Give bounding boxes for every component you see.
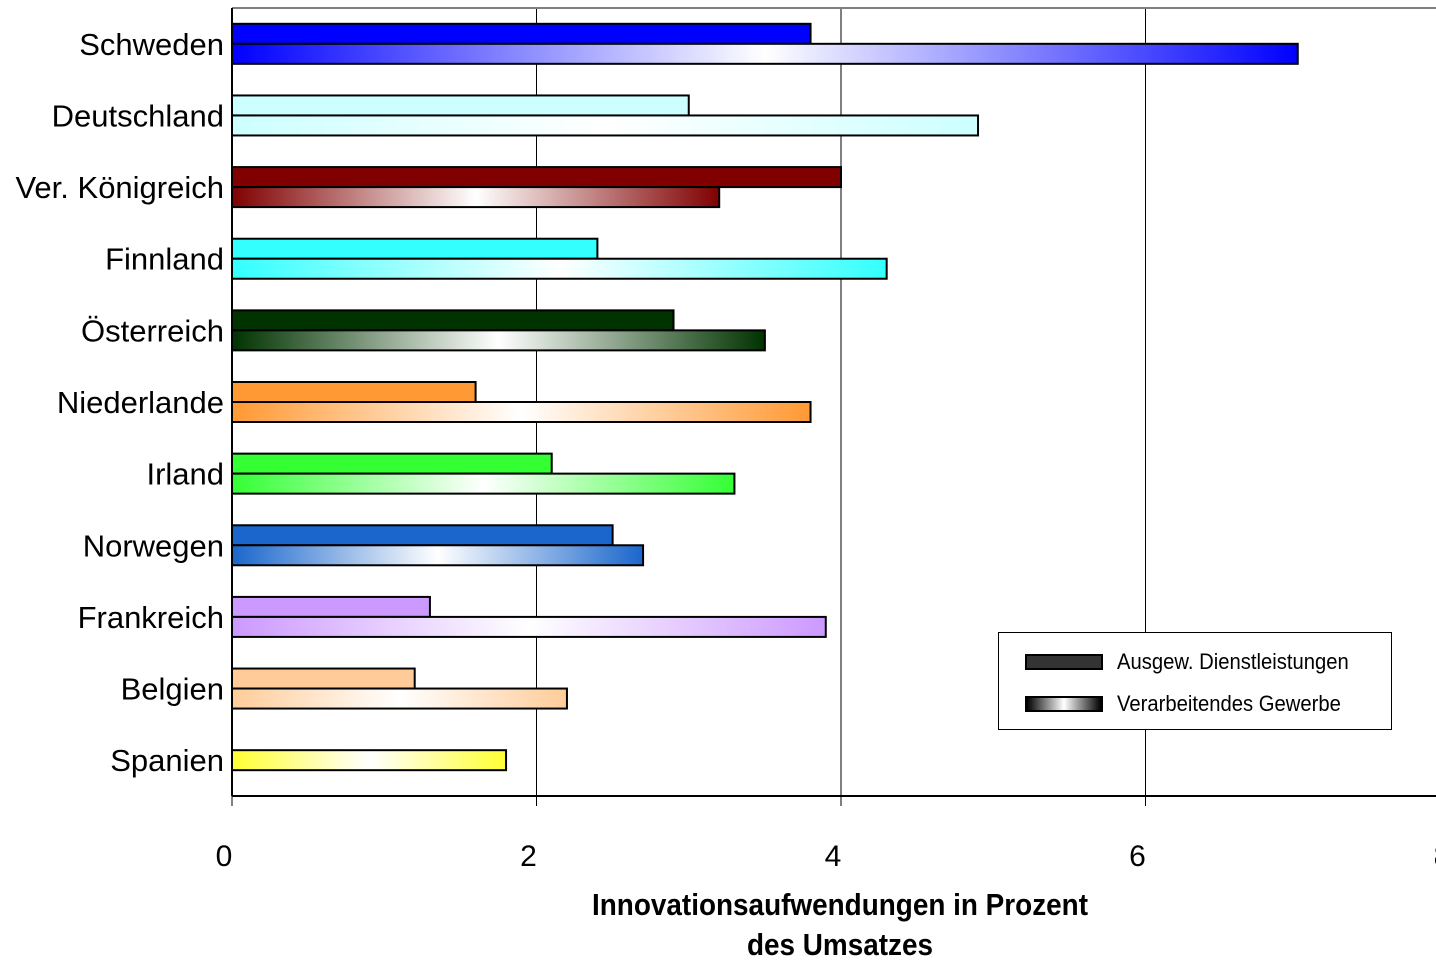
legend-item-services: Ausgew. Dienstleistungen <box>1025 647 1369 677</box>
bar-services <box>231 94 690 117</box>
x-tick-labels: 0 2 4 6 8 <box>216 840 1436 873</box>
bar-manufacturing <box>231 544 645 567</box>
legend-swatch-services <box>1025 654 1103 670</box>
x-tick-label: 0 <box>216 840 233 873</box>
category-label: Schweden <box>79 27 224 62</box>
legend-label-services: Ausgew. Dienstleistungen <box>1117 649 1349 674</box>
bar-manufacturing <box>231 329 766 352</box>
legend-label-manufacturing: Verarbeitendes Gewerbe <box>1117 691 1341 716</box>
bar-services <box>231 381 477 403</box>
bar-manufacturing <box>231 749 508 772</box>
x-tick-label: 4 <box>825 840 842 873</box>
bar-services <box>231 22 812 45</box>
bar-manufacturing <box>231 687 568 710</box>
bar-services <box>231 667 416 690</box>
bar-manufacturing <box>231 186 721 209</box>
legend: Ausgew. Dienstleistungen Verarbeitendes … <box>998 632 1392 730</box>
bar-services <box>231 595 431 618</box>
category-label: Finnland <box>105 242 224 277</box>
category-label: Norwegen <box>83 528 224 563</box>
bar-services <box>231 452 553 475</box>
bar-manufacturing <box>231 42 1299 65</box>
bar-manufacturing <box>231 257 888 280</box>
category-label: Belgien <box>121 672 224 707</box>
axes <box>231 7 1436 806</box>
category-label: Ver. Königreich <box>15 170 224 205</box>
category-label: Spanien <box>110 743 224 778</box>
x-axis-title-line-1: Innovationsaufwendungen in Prozent <box>591 887 1089 922</box>
category-label: Österreich <box>81 313 224 348</box>
category-labels: Schweden Deutschland Ver. Königreich Finnla… <box>15 27 224 778</box>
bar-manufacturing <box>231 114 980 137</box>
bar-manufacturing <box>231 615 827 638</box>
bar-services <box>231 166 842 189</box>
category-label: Niederlande <box>57 385 224 420</box>
legend-swatch-manufacturing <box>1025 696 1103 712</box>
bar-manufacturing <box>231 401 812 423</box>
bar-manufacturing <box>231 472 736 495</box>
category-label: Irland <box>146 457 224 492</box>
legend-item-manufacturing: Verarbeitendes Gewerbe <box>1025 689 1360 719</box>
category-label: Deutschland <box>52 98 224 133</box>
bar-services <box>231 237 599 260</box>
x-axis-title-line-2: des Umsatzes <box>746 927 934 962</box>
x-tick-label: 8 <box>1434 840 1436 873</box>
bar-services <box>231 524 614 547</box>
bar-services <box>231 309 675 332</box>
category-label: Frankreich <box>78 600 224 635</box>
x-tick-label: 6 <box>1129 840 1146 873</box>
x-tick-label: 2 <box>520 840 537 873</box>
